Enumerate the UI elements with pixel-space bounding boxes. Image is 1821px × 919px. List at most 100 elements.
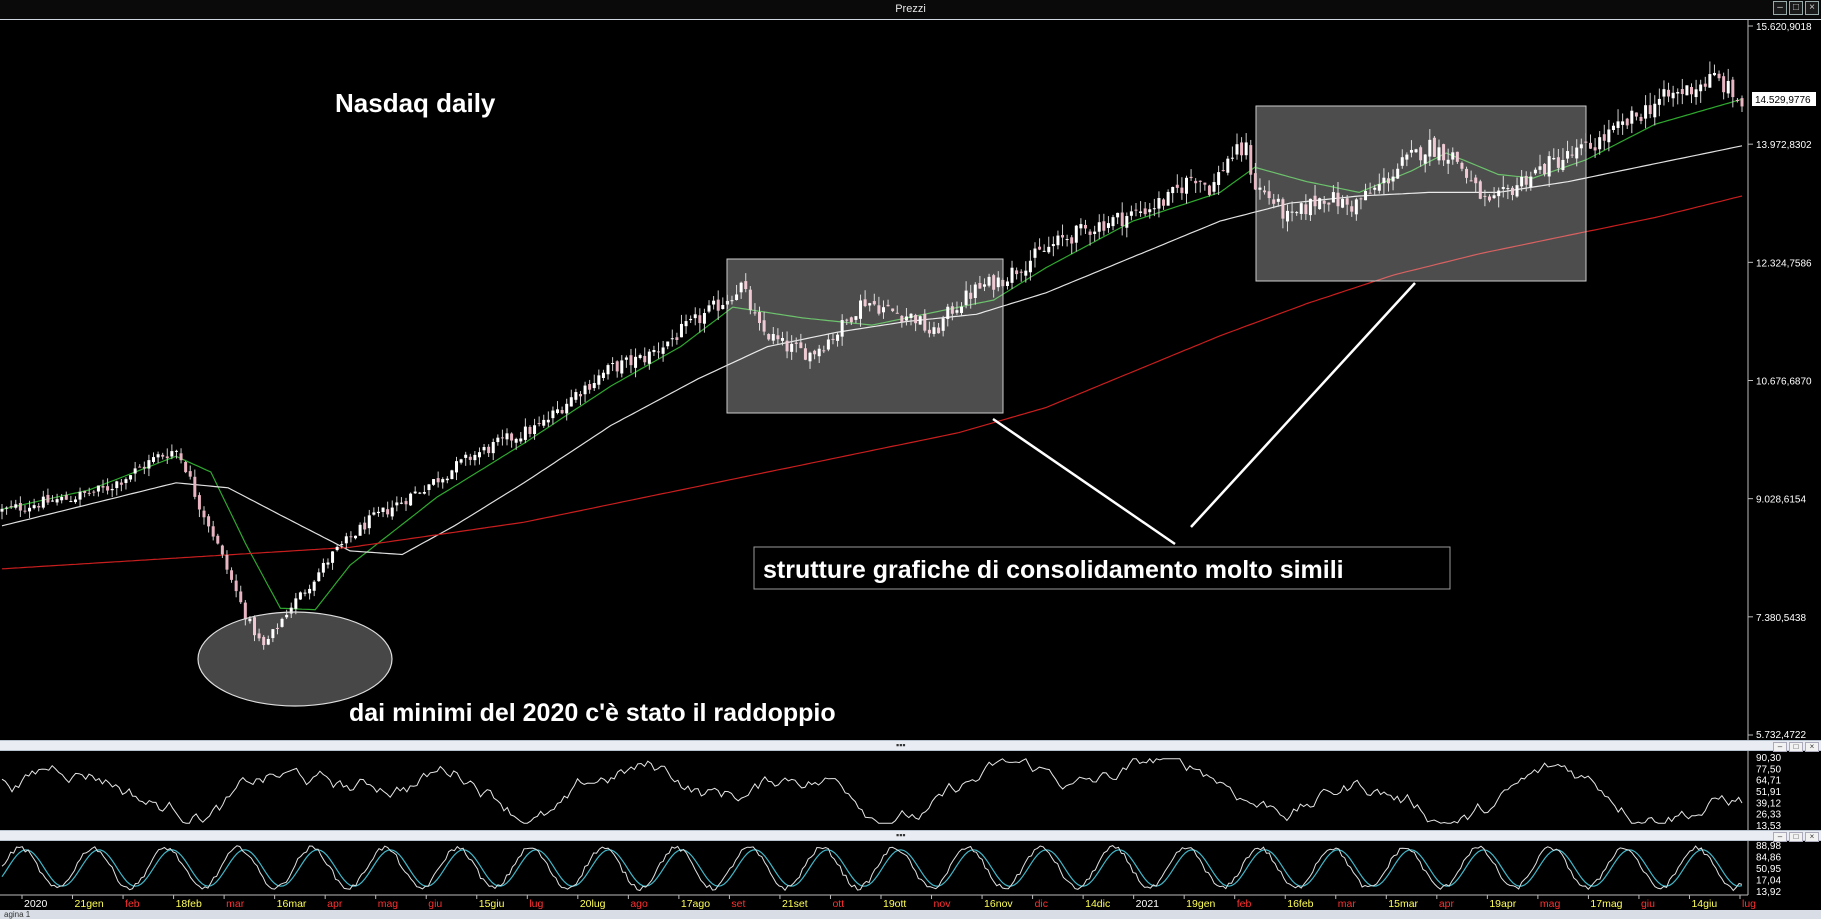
candle-body (28, 507, 32, 512)
candle-body (840, 320, 844, 337)
candle-body (1442, 144, 1446, 161)
candle-body (386, 509, 390, 515)
candle-body (1198, 180, 1202, 182)
candle-body (1552, 158, 1556, 160)
doubling-note: dai minimi del 2020 c'è stato il raddopp… (349, 699, 836, 727)
candle-body (960, 306, 964, 313)
candle-body (230, 570, 234, 580)
candle-body (303, 592, 307, 594)
candle-body (1694, 89, 1698, 98)
candle-body (937, 327, 941, 334)
oscillator-pane[interactable]: 90,30 77,50 64,71 51,91 39,12 26,33 13,53 (0, 750, 1821, 832)
candle-body (693, 314, 697, 319)
candle-body (1249, 145, 1253, 175)
candle-body (1455, 151, 1459, 162)
oscillator-line (1, 758, 1743, 824)
maximize-button[interactable]: □ (1789, 1, 1803, 15)
candle-body (110, 488, 114, 491)
candle-body (702, 313, 706, 324)
candle-body (18, 502, 22, 511)
pane-splitter-2[interactable]: ▪▪▪ – □ × (0, 830, 1821, 842)
minimize-button[interactable]: – (1773, 1, 1787, 15)
date-tick-label: apr (1439, 898, 1455, 910)
pane2-close-button[interactable]: × (1805, 832, 1819, 842)
candle-body (96, 485, 100, 492)
pane-splitter-1[interactable]: ▪▪▪ – □ × (0, 740, 1821, 752)
candle-body (1487, 196, 1491, 201)
candle-body (14, 504, 18, 508)
date-tick-label: lug (1742, 898, 1756, 910)
date-tick-label: 19gen (1186, 898, 1215, 910)
price-chart[interactable]: 15.620,9018 13.972,8302 12.324,7586 10.676,… (0, 20, 1821, 741)
candle-body (381, 507, 385, 512)
pane1-minimize-button[interactable]: – (1773, 742, 1787, 752)
candle-body (1162, 199, 1166, 206)
candle-body (1061, 235, 1065, 238)
candle-body (253, 617, 257, 636)
candle-body (1667, 89, 1671, 97)
date-tick-label: lug (529, 898, 543, 910)
status-bar: agina 1 (0, 910, 1821, 919)
price-tick-label: 5.732,4722 (1756, 730, 1806, 740)
candle-body (1414, 149, 1418, 153)
candle-body (519, 438, 523, 442)
candle-body (1364, 190, 1368, 201)
candle-body (1478, 181, 1482, 199)
candle-body (1446, 159, 1450, 164)
candle-body (1644, 105, 1648, 119)
candle-body (395, 502, 399, 506)
candle-body (496, 437, 500, 443)
candle-body (1639, 116, 1643, 121)
candle-body (340, 544, 344, 546)
date-tick-label: 16mar (277, 898, 307, 910)
candle-body (1501, 187, 1505, 189)
pane1-maximize-button[interactable]: □ (1789, 742, 1803, 752)
candle-body (1556, 157, 1560, 168)
candle-body (106, 486, 110, 491)
candle-body (477, 452, 481, 458)
candle-body (1015, 270, 1019, 275)
pane2-minimize-button[interactable]: – (1773, 832, 1787, 842)
candle-body (799, 342, 803, 349)
candle-body (684, 321, 688, 327)
candle-body (418, 492, 422, 494)
candle-body (969, 292, 973, 299)
candle-body (551, 410, 555, 419)
candle-body (1313, 195, 1317, 207)
sheet-tab[interactable]: agina 1 (4, 910, 31, 919)
candle-body (243, 602, 247, 620)
pane2-maximize-button[interactable]: □ (1789, 832, 1803, 842)
candle-body (376, 511, 380, 514)
candle-body (1726, 80, 1730, 94)
candle-body (1028, 260, 1032, 273)
candle-body (60, 497, 64, 501)
last-price-badge (1752, 92, 1816, 106)
pane1-close-button[interactable]: × (1805, 742, 1819, 752)
candle-body (1616, 121, 1620, 128)
candle-body (1680, 89, 1684, 95)
candle-body (1235, 144, 1239, 155)
candle-body (147, 460, 151, 469)
candle-body (441, 479, 445, 483)
candle-body (197, 495, 201, 510)
candle-body (1093, 231, 1097, 235)
candle-body (1148, 209, 1152, 213)
candle-body (1671, 92, 1675, 99)
stochastic-pane[interactable]: 88,98 84,86 50,95 17,04 13,92 2020 21gen feb 18… (0, 840, 1821, 910)
candle-body (1400, 157, 1404, 166)
candle-body (1203, 182, 1207, 185)
moving-average-line-2 (1, 195, 1743, 570)
candle-body (1230, 157, 1234, 159)
candle-body (528, 426, 532, 434)
close-button[interactable]: × (1805, 1, 1819, 15)
candle-body (973, 284, 977, 298)
candle-body (1561, 159, 1565, 171)
candle-body (445, 478, 449, 481)
candle-body (583, 385, 587, 395)
price-pane[interactable]: 15.620,9018 13.972,8302 12.324,7586 10.676,… (0, 20, 1821, 741)
candle-body (1621, 121, 1625, 125)
candle-body (1120, 212, 1124, 227)
candle-body (266, 638, 270, 645)
